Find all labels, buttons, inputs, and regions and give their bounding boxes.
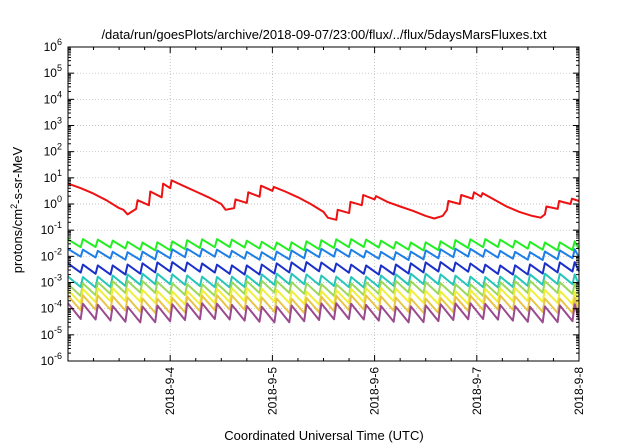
series-line-7 — [67, 294, 580, 315]
y-axis-ticks: 10-6 10-5 10-4 10-3 10-2 10-1 100 101 102 103 104 1… — [41, 37, 579, 368]
series-group — [67, 179, 580, 324]
y-tick-label: 106 — [44, 37, 62, 54]
y-tick-label: 10-6 — [41, 351, 62, 368]
x-tick-label: 2018-9-5 — [265, 367, 279, 415]
series-line-8 — [67, 302, 580, 324]
series-line-4 — [67, 272, 580, 289]
x-tick-label: 2018-9-8 — [572, 367, 586, 415]
x-axis-title: Coordinated Universal Time (UTC) — [224, 428, 423, 443]
grid-lines — [68, 47, 579, 361]
series-line-6 — [67, 287, 580, 306]
chart-title: /data/run/goesPlots/archive/2018-09-07/2… — [101, 27, 547, 42]
x-axis-ticks: 2018-9-4 2018-9-5 2018-9-6 2018-9-7 2018-9-8 — [93, 47, 586, 415]
series-line-5 — [67, 279, 580, 297]
y-tick-label: 10-3 — [41, 273, 62, 290]
y-tick-label: 101 — [44, 168, 62, 185]
series-line-2 — [67, 247, 580, 261]
x-tick-label: 2018-9-6 — [368, 367, 382, 415]
y-axis-title: protons/cm2-s-sr-MeV — [9, 146, 25, 273]
x-tick-label: 2018-9-7 — [470, 367, 484, 415]
series-line-0 — [67, 179, 580, 221]
y-tick-label: 10-5 — [41, 325, 62, 342]
series-line-1 — [67, 238, 580, 252]
series-line-3 — [67, 261, 580, 276]
y-tick-label: 104 — [44, 89, 62, 106]
y-tick-label: 10-1 — [41, 220, 62, 237]
x-tick-label: 2018-9-4 — [163, 367, 177, 415]
y-tick-label: 102 — [44, 142, 62, 159]
y-tick-label: 100 — [44, 194, 62, 211]
y-tick-label: 10-4 — [41, 299, 62, 316]
y-tick-label: 10-2 — [41, 246, 62, 263]
y-tick-label: 105 — [44, 63, 62, 80]
y-tick-label: 103 — [44, 116, 62, 133]
